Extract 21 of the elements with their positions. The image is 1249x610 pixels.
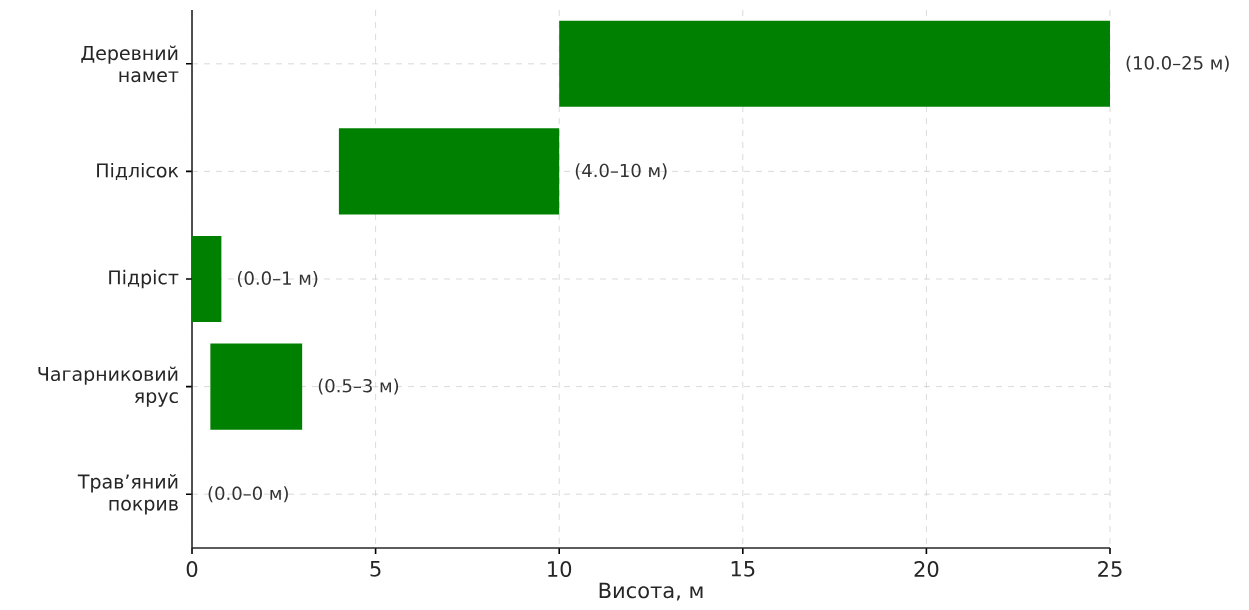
data-label: (4.0–10 м) [575,163,667,180]
y-tick-label: Підлісок [97,162,179,180]
y-tick-label: Підріст [109,269,179,289]
x-tick-label: 5 [370,561,381,577]
bar [559,20,1110,107]
x-tick-label: 0 [186,561,198,577]
data-label: (0.5–3 м) [318,378,399,395]
x-tick-label: 25 [1098,561,1122,577]
data-label: (10.0–25 м) [1126,55,1229,72]
x-tick-label: 15 [731,561,755,577]
bar [210,343,303,430]
data-label: (0.0–1 м) [237,270,318,288]
y-tick-label: Трав’яний покрив [77,473,178,515]
text: (0.0–0 м) [208,486,288,503]
x-axis-title: Висота, м [599,582,703,601]
bar [338,128,560,215]
x-tick-label: 10 [548,561,572,577]
y-tick-label: Деревний намет [81,45,179,83]
bar [192,235,222,323]
y-tick-label: Чагарниковий ярус [38,366,178,407]
x-tick-label: 20 [914,561,939,577]
